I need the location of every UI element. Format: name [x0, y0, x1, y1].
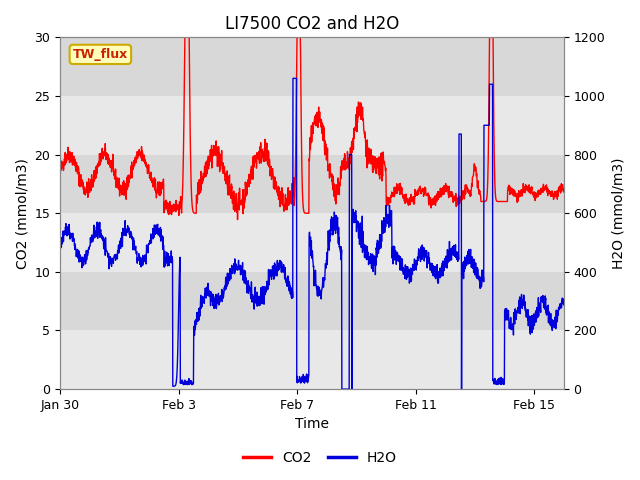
CO2: [546, 191, 554, 197]
H2O: [560, 298, 568, 304]
H2O: [56, 243, 64, 249]
Title: LI7500 CO2 and H2O: LI7500 CO2 and H2O: [225, 15, 399, 33]
Line: CO2: CO2: [60, 37, 564, 220]
CO2: [560, 188, 568, 193]
CO2: [453, 197, 461, 203]
H2O: [82, 257, 90, 263]
Legend: CO2, H2O: CO2, H2O: [237, 445, 403, 471]
X-axis label: Time: Time: [295, 418, 329, 432]
Bar: [60, 37, 564, 96]
H2O: [338, 386, 346, 392]
H2O: [546, 312, 554, 318]
H2O: [546, 316, 554, 322]
Text: TW_flux: TW_flux: [73, 48, 128, 61]
H2O: [289, 75, 297, 81]
CO2: [301, 210, 309, 216]
CO2: [234, 217, 241, 223]
CO2: [546, 189, 554, 195]
Bar: [60, 213, 564, 272]
H2O: [453, 250, 461, 255]
H2O: [301, 377, 309, 383]
Y-axis label: H2O (mmol/m3): H2O (mmol/m3): [611, 157, 625, 269]
CO2: [181, 35, 189, 40]
Bar: [60, 331, 564, 389]
Bar: [60, 155, 564, 213]
Line: H2O: H2O: [60, 78, 564, 389]
CO2: [56, 167, 64, 173]
Y-axis label: CO2 (mmol/m3): CO2 (mmol/m3): [15, 158, 29, 269]
CO2: [82, 188, 90, 194]
H2O: [288, 286, 296, 291]
Bar: [60, 96, 564, 155]
CO2: [289, 180, 296, 186]
Bar: [60, 272, 564, 331]
